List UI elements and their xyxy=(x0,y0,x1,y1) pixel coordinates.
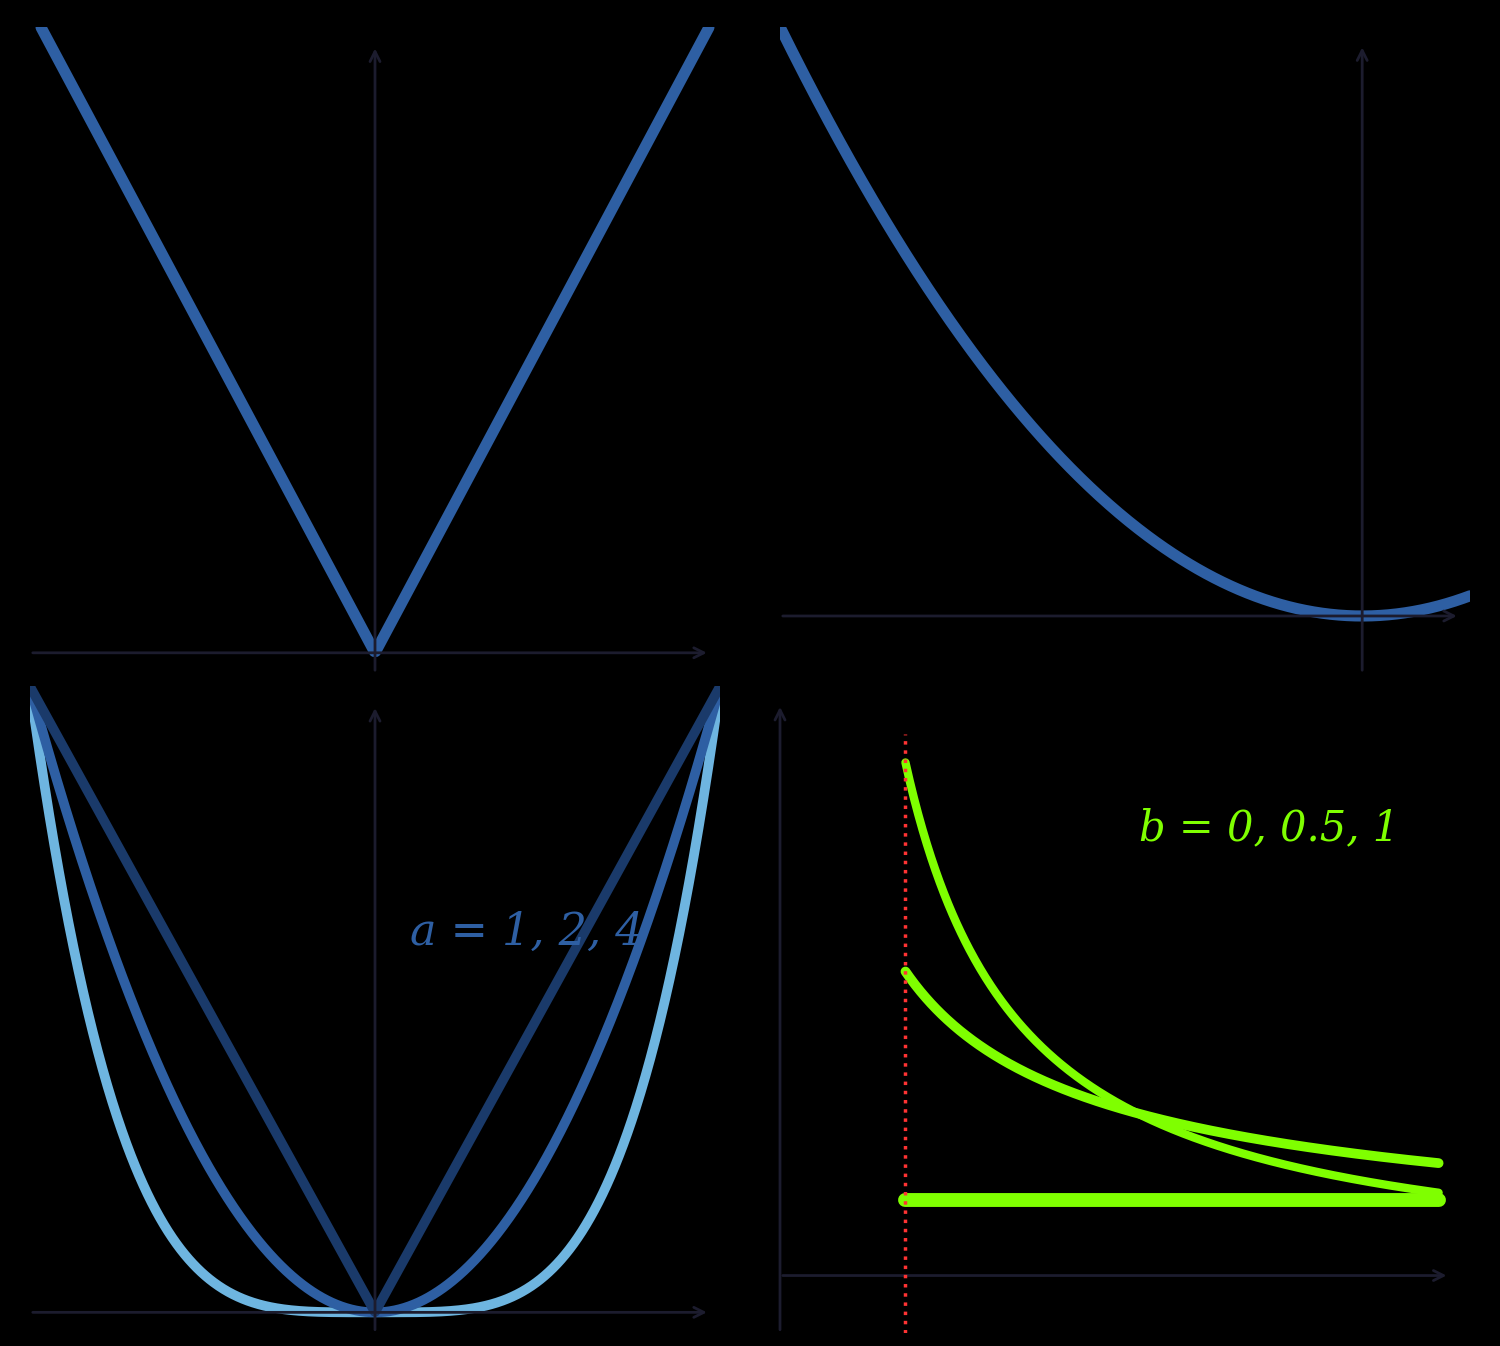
Text: b = 0, 0.5, 1: b = 0, 0.5, 1 xyxy=(1138,808,1400,849)
Text: a = 1, 2, 4: a = 1, 2, 4 xyxy=(410,910,644,953)
